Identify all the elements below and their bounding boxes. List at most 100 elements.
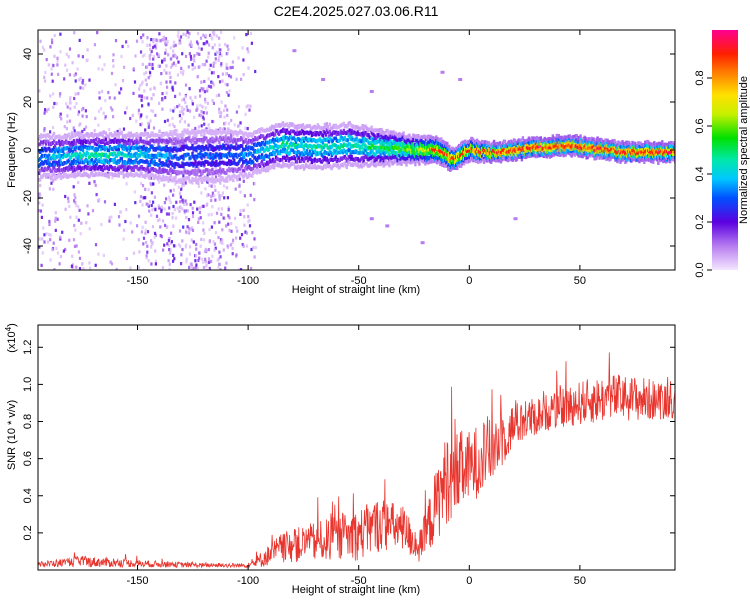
- spectrogram-ridge-cell: [236, 177, 239, 182]
- spectrogram-noise-cell: [248, 224, 252, 228]
- spectrogram-ridge-cell: [398, 145, 401, 149]
- spectrogram-noise-cell: [171, 88, 175, 92]
- spectrogram-ridge-cell: [199, 176, 202, 181]
- spectrogram-ridge-cell: [279, 144, 283, 149]
- spectrogram-ridge-cell: [217, 153, 220, 157]
- spectrogram-ridge-cell: [69, 135, 73, 140]
- spectrogram-noise-cell: [140, 122, 143, 126]
- spectrogram-noise-cell: [73, 223, 76, 228]
- spectrogram-ridge-cell: [245, 138, 248, 142]
- spectrogram-ridge-cell: [102, 158, 106, 162]
- spectrogram-ridge-cell: [219, 174, 222, 179]
- spectrogram-ridge-cell: [227, 127, 230, 131]
- spectrogram-noise-cell: [194, 254, 198, 258]
- spectrogram-noise-cell: [49, 130, 52, 134]
- spectrogram-ridge-cell: [444, 148, 447, 152]
- spectrogram-ridge-cell: [271, 137, 275, 142]
- spectrogram-ridge-cell: [169, 130, 172, 134]
- spectrogram-noise-cell: [183, 202, 186, 207]
- spectrogram-noise-cell: [213, 248, 216, 252]
- spectrogram-noise-cell: [152, 200, 155, 204]
- spectrogram-noise-cell: [145, 83, 148, 87]
- spectrogram-noise-cell: [121, 44, 124, 49]
- spectrogram-noise-cell: [181, 136, 184, 140]
- spectrogram-ridge-cell: [61, 155, 65, 160]
- spectrogram-noise-cell: [66, 105, 69, 109]
- spectrogram-ridge-cell: [115, 161, 118, 165]
- spectrogram-ridge-cell: [295, 127, 299, 132]
- spectrogram-noise-cell: [192, 240, 195, 244]
- spectrogram-noise-cell: [108, 96, 111, 100]
- spectrogram-noise-cell: [72, 238, 76, 242]
- spectrogram-noise-cell: [214, 175, 218, 179]
- spectrogram-ridge-cell: [258, 128, 261, 132]
- spectrogram-noise-cell: [206, 173, 209, 177]
- spectrogram-noise-cell: [228, 216, 231, 220]
- spectrogram-noise-cell: [211, 99, 214, 103]
- spectrogram-noise-cell: [146, 230, 150, 234]
- spectrogram-noise-cell: [220, 30, 223, 34]
- spectrogram-ridge-cell: [128, 154, 131, 159]
- spectrogram-ridge-cell: [232, 178, 235, 183]
- spectrogram-noise-cell: [152, 45, 155, 50]
- spectrogram-noise-cell: [171, 212, 174, 216]
- spectrogram-noise-cell: [245, 244, 249, 248]
- spectrogram-ridge-cell: [543, 147, 546, 151]
- spectrogram-noise-cell: [157, 204, 160, 208]
- spectrogram-noise-cell: [141, 104, 144, 108]
- spectrogram-noise-cell: [148, 200, 152, 204]
- spectrogram-noise-cell: [197, 181, 200, 185]
- spectrogram-ridge-cell: [60, 140, 64, 144]
- spectrogram-ridge-cell: [348, 160, 351, 164]
- spectrogram-noise-cell: [244, 126, 247, 130]
- spectrogram-noise-cell: [178, 36, 181, 40]
- spectrogram-noise-cell: [110, 262, 114, 266]
- spectrogram-ridge-cell: [422, 152, 425, 157]
- spectrogram-noise-cell: [161, 92, 164, 96]
- spectrogram-noise-cell: [43, 75, 46, 79]
- spectrogram-ridge-cell: [539, 136, 542, 140]
- spectrogram-ridge-cell: [321, 166, 325, 171]
- spectrogram-ridge-cell: [218, 156, 221, 160]
- spectrogram-noise-cell: [141, 80, 144, 84]
- spectrogram-ridge-cell: [445, 160, 448, 165]
- spectrogram-ridge-cell: [195, 180, 198, 185]
- spectrogram-noise-cell: [81, 55, 84, 59]
- spectrogram-ridge-cell: [168, 169, 171, 173]
- spectrogram-ridge-cell: [267, 155, 271, 159]
- spectrogram-ridge-cell: [384, 134, 387, 139]
- spectrogram-noise-cell: [51, 178, 54, 182]
- spectrogram-noise-cell: [174, 54, 177, 58]
- spectrogram-ridge-cell: [308, 124, 312, 128]
- spectrogram-noise-cell: [219, 64, 222, 68]
- spectrogram-noise-cell: [59, 237, 62, 241]
- spectrogram-ridge-cell: [317, 132, 321, 137]
- spectrogram-ridge-cell: [181, 145, 184, 149]
- spectrogram-ridge-cell: [277, 132, 281, 136]
- spectrogram-noise-cell: [194, 95, 197, 99]
- spectrogram-ridge-cell: [405, 163, 408, 167]
- spectrogram-ridge-cell: [113, 130, 116, 135]
- spectrogram-noise-cell: [75, 244, 78, 248]
- spectrogram-noise-cell: [151, 208, 154, 212]
- spectrogram-ridge-cell: [350, 128, 353, 133]
- spectrogram-ridge-cell: [299, 144, 303, 148]
- spectrogram-ridge-cell: [120, 156, 123, 161]
- spectrogram-noise-cell: [159, 225, 162, 229]
- spectrogram-noise-cell: [69, 97, 72, 101]
- spectrogram-ridge-cell: [460, 164, 463, 168]
- spectrogram-ridge-cell: [182, 170, 185, 175]
- spectrogram-ridge-cell: [195, 164, 198, 168]
- spectrogram-noise-cell: [204, 97, 207, 101]
- spectrogram-noise-cell: [153, 231, 157, 235]
- spectrogram-noise-cell: [165, 225, 168, 229]
- spectrogram-ridge-cell: [355, 136, 358, 141]
- spectrogram-ridge-cell: [244, 166, 247, 171]
- spectrogram-noise-cell: [172, 193, 175, 197]
- spectrogram-ridge-cell: [149, 133, 152, 137]
- spectrogram-ridge-cell: [367, 133, 370, 137]
- spectrogram-ridge-cell: [295, 146, 299, 150]
- spectrogram-ridge-cell: [169, 153, 172, 157]
- spectrogram-noise-cell: [161, 98, 164, 102]
- spectrogram-ridge-cell: [252, 147, 255, 151]
